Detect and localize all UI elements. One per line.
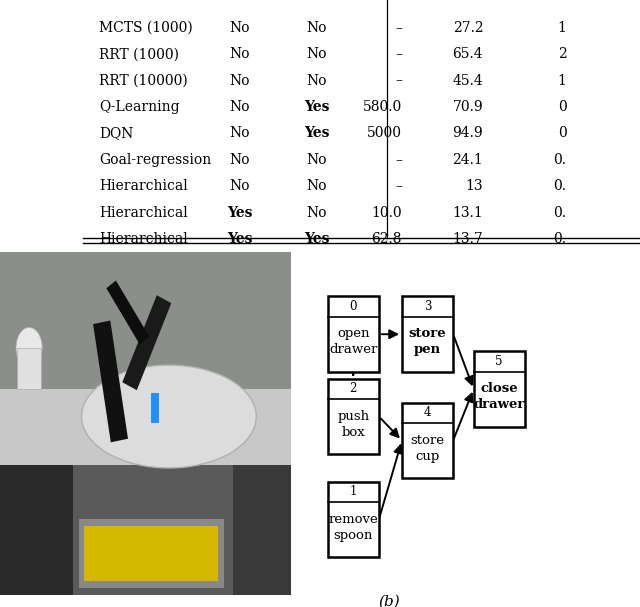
Text: 580.0: 580.0 xyxy=(363,100,402,114)
Text: Yes: Yes xyxy=(304,232,330,246)
Text: 0: 0 xyxy=(557,100,566,114)
Text: No: No xyxy=(230,47,250,61)
Text: 0.: 0. xyxy=(554,179,566,194)
Text: 62.8: 62.8 xyxy=(371,232,402,246)
Text: No: No xyxy=(230,126,250,140)
FancyBboxPatch shape xyxy=(402,296,453,372)
Bar xyxy=(122,295,172,390)
Text: No: No xyxy=(230,21,250,35)
FancyBboxPatch shape xyxy=(474,351,525,427)
Text: 5000: 5000 xyxy=(367,126,402,140)
Ellipse shape xyxy=(16,327,42,368)
Text: 1: 1 xyxy=(557,73,566,87)
FancyBboxPatch shape xyxy=(328,296,379,372)
Text: (b): (b) xyxy=(378,595,400,607)
Text: 10.0: 10.0 xyxy=(371,206,402,220)
Text: 0.: 0. xyxy=(554,232,566,246)
Text: Hierarchical: Hierarchical xyxy=(99,179,188,194)
Text: Hierarchical: Hierarchical xyxy=(99,206,188,220)
Text: 2: 2 xyxy=(349,382,357,396)
Text: 4: 4 xyxy=(424,407,431,419)
Text: 13: 13 xyxy=(465,179,483,194)
FancyBboxPatch shape xyxy=(402,403,453,478)
Bar xyxy=(73,464,233,595)
Text: –: – xyxy=(395,47,402,61)
Text: 45.4: 45.4 xyxy=(452,73,483,87)
Bar xyxy=(0,464,73,595)
Text: No: No xyxy=(307,21,327,35)
Ellipse shape xyxy=(81,365,256,468)
Text: 1: 1 xyxy=(557,21,566,35)
Text: 27.2: 27.2 xyxy=(452,21,483,35)
Text: 13.1: 13.1 xyxy=(452,206,483,220)
Text: 0: 0 xyxy=(557,126,566,140)
FancyBboxPatch shape xyxy=(328,482,379,557)
Text: 0.: 0. xyxy=(554,206,566,220)
Bar xyxy=(84,526,218,581)
Text: Yes: Yes xyxy=(227,232,253,246)
Bar xyxy=(0,252,291,416)
Text: MCTS (1000): MCTS (1000) xyxy=(99,21,193,35)
Text: remove
spoon: remove spoon xyxy=(328,513,378,541)
Text: No: No xyxy=(230,73,250,87)
Text: No: No xyxy=(307,73,327,87)
Text: 0.: 0. xyxy=(554,153,566,167)
Text: Goal-regression: Goal-regression xyxy=(99,153,211,167)
Text: No: No xyxy=(230,153,250,167)
Text: No: No xyxy=(307,47,327,61)
Bar xyxy=(79,520,224,588)
Text: 65.4: 65.4 xyxy=(452,47,483,61)
Text: open
drawer: open drawer xyxy=(329,327,378,356)
FancyBboxPatch shape xyxy=(328,379,379,454)
Text: –: – xyxy=(395,179,402,194)
Bar xyxy=(106,280,149,345)
Text: RRT (10000): RRT (10000) xyxy=(99,73,188,87)
Text: 2: 2 xyxy=(557,47,566,61)
Text: 5: 5 xyxy=(495,355,503,368)
Text: 0: 0 xyxy=(349,300,357,313)
Text: No: No xyxy=(230,100,250,114)
Bar xyxy=(17,348,41,389)
Bar xyxy=(152,393,159,424)
Text: No: No xyxy=(307,153,327,167)
Text: RRT (1000): RRT (1000) xyxy=(99,47,179,61)
Bar xyxy=(93,320,128,443)
Text: store
pen: store pen xyxy=(409,327,446,356)
Text: No: No xyxy=(307,206,327,220)
Text: 24.1: 24.1 xyxy=(452,153,483,167)
Text: Hierarchical: Hierarchical xyxy=(99,232,188,246)
Text: –: – xyxy=(395,73,402,87)
Text: store
cup: store cup xyxy=(410,434,445,463)
Text: DQN: DQN xyxy=(99,126,134,140)
Text: –: – xyxy=(395,21,402,35)
Text: Yes: Yes xyxy=(304,100,330,114)
Text: close
drawer: close drawer xyxy=(474,382,525,412)
Text: 13.7: 13.7 xyxy=(452,232,483,246)
Text: Yes: Yes xyxy=(227,206,253,220)
Text: No: No xyxy=(230,179,250,194)
Text: push
box: push box xyxy=(337,410,369,439)
Text: 70.9: 70.9 xyxy=(452,100,483,114)
Text: No: No xyxy=(307,179,327,194)
Text: 1: 1 xyxy=(349,486,357,498)
Text: Yes: Yes xyxy=(304,126,330,140)
Text: 3: 3 xyxy=(424,300,431,313)
Text: Q-Learning: Q-Learning xyxy=(99,100,180,114)
Bar xyxy=(0,389,291,464)
Text: –: – xyxy=(395,153,402,167)
Text: 94.9: 94.9 xyxy=(452,126,483,140)
